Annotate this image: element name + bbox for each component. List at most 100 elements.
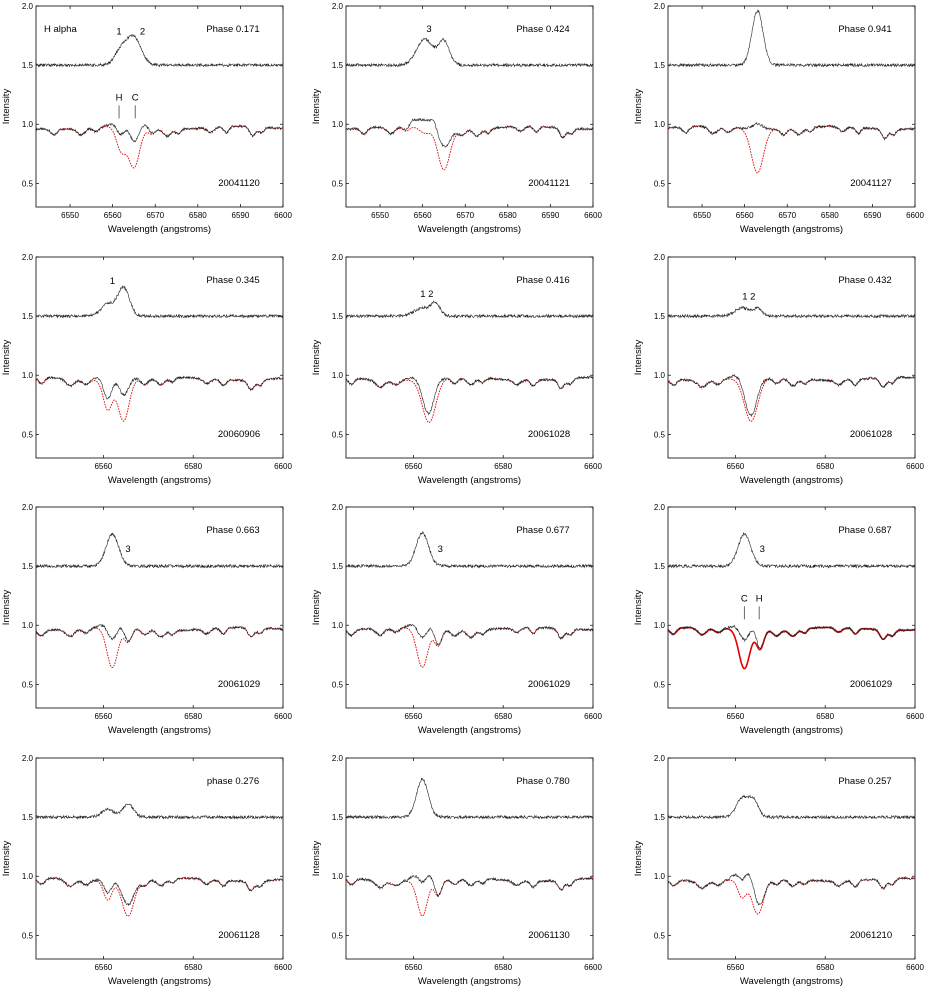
emission-spectrum-line [345, 37, 594, 68]
spectrum-panel: 0.5 1.0 1.5 2.0 6560 6580 6600 Wavelength (angs… [1, 503, 292, 736]
observed-spectrum-line [667, 872, 916, 906]
x-tick-label: 6590 [232, 211, 250, 220]
x-tick-label: 6580 [184, 963, 202, 972]
spectrum-panel: 0.5 1.0 1.5 2.0 6560 6580 6600 Wavelength (angs… [311, 253, 602, 486]
x-axis-label: Wavelength (angstroms) [740, 725, 843, 736]
y-tick-label: 0.5 [22, 680, 34, 689]
observed-spectrum-line [35, 876, 284, 906]
y-tick-label: 0.5 [654, 680, 666, 689]
marker-label: C [132, 93, 139, 104]
y-tick-label: 0.5 [22, 179, 34, 188]
date-label: 20061028 [528, 429, 570, 440]
observed-spectrum-line [667, 624, 916, 649]
x-tick-label: 6580 [816, 963, 834, 972]
observed-spectrum-line [667, 374, 916, 417]
emission-spectrum-line [35, 803, 284, 820]
x-tick-label: 6560 [404, 462, 422, 471]
plot-frame [345, 506, 594, 709]
emission-spectrum-line [667, 794, 916, 820]
x-tick-label: 6600 [584, 211, 602, 220]
y-tick-label: 1.5 [654, 562, 666, 571]
phase-label: Phase 0.257 [838, 776, 891, 787]
x-tick-label: 6580 [816, 712, 834, 721]
y-axis-label: Intensity [311, 89, 322, 125]
plot-frame [35, 757, 284, 960]
marker-label: H [756, 594, 763, 605]
plot-frame [667, 256, 916, 459]
observed-spectrum-line [345, 117, 594, 148]
x-tick-label: 6600 [906, 211, 924, 220]
date-label: 20061029 [528, 679, 570, 690]
line-label: H alpha [44, 24, 77, 35]
x-tick-label: 6600 [906, 712, 924, 721]
spectrum-panel: 0.5 1.0 1.5 2.0 6560 6580 6600 Wavelength (angs… [311, 503, 602, 736]
x-tick-label: 6560 [94, 462, 112, 471]
plot-frame [345, 256, 594, 459]
y-axis-label: Intensity [311, 841, 322, 877]
emission-spectrum-line [667, 531, 916, 569]
x-tick-label: 6580 [184, 712, 202, 721]
x-axis-label: Wavelength (angstroms) [108, 976, 211, 987]
x-tick-label: 6580 [821, 211, 839, 220]
x-tick-label: 6600 [274, 462, 292, 471]
plot-frame [345, 5, 594, 208]
spectrum-panel: 0.5 1.0 1.5 2.0 6560 6580 6600 Wavelength (angs… [311, 754, 602, 987]
observed-spectrum-line [345, 375, 594, 416]
y-tick-label: 1.0 [22, 621, 34, 630]
y-tick-label: 2.0 [654, 253, 666, 262]
model-spectrum-line [345, 126, 593, 171]
x-tick-label: 6580 [494, 462, 512, 471]
x-tick-label: 6550 [61, 211, 79, 220]
y-axis-label: Intensity [311, 340, 322, 376]
plot-frame [667, 506, 916, 709]
phase-label: Phase 0.663 [206, 525, 259, 536]
x-tick-label: 6580 [184, 462, 202, 471]
y-tick-label: 0.5 [654, 430, 666, 439]
model-spectrum-line [35, 626, 284, 669]
emission-spectrum-line [667, 305, 916, 319]
model-spectrum-line [667, 125, 916, 174]
date-label: 20061028 [850, 429, 892, 440]
y-tick-label: 1.0 [654, 621, 666, 630]
y-tick-label: 1.0 [22, 371, 34, 380]
y-tick-label: 1.0 [654, 120, 666, 129]
y-tick-label: 1.5 [332, 562, 344, 571]
y-tick-label: 2.0 [22, 754, 34, 763]
y-tick-label: 1.0 [654, 872, 666, 881]
y-tick-label: 1.0 [332, 872, 344, 881]
x-axis-label: Wavelength (angstroms) [740, 224, 843, 235]
x-tick-label: 6590 [864, 211, 882, 220]
y-tick-label: 1.5 [22, 562, 34, 571]
y-tick-label: 0.5 [22, 430, 34, 439]
date-label: 20041120 [218, 178, 260, 189]
feature-label: 1 2 [420, 289, 433, 300]
phase-label: Phase 0.416 [516, 275, 569, 286]
y-tick-label: 1.0 [332, 371, 344, 380]
y-tick-label: 1.5 [22, 312, 34, 321]
date-label: 20061128 [218, 930, 260, 941]
model-spectrum-line [667, 877, 916, 915]
observed-spectrum-line [35, 624, 284, 643]
y-axis-label: Intensity [633, 841, 644, 877]
x-tick-label: 6600 [906, 462, 924, 471]
x-tick-label: 6560 [404, 963, 422, 972]
y-tick-label: 2.0 [332, 754, 344, 763]
observed-spectrum-line [345, 623, 594, 646]
x-tick-label: 6600 [584, 462, 602, 471]
x-axis-label: Wavelength (angstroms) [108, 725, 211, 736]
y-tick-label: 0.5 [332, 179, 344, 188]
y-axis-label: Intensity [1, 89, 12, 125]
x-tick-label: 6560 [726, 712, 744, 721]
x-tick-label: 6560 [726, 462, 744, 471]
x-tick-label: 6560 [94, 712, 112, 721]
plot-frame [667, 757, 916, 960]
y-tick-label: 2.0 [654, 2, 666, 11]
phase-label: Phase 0.345 [206, 275, 259, 286]
spectrum-panel: 0.5 1.0 1.5 2.0 6550 6560 6570 6580 6590 6600 Wave… [311, 2, 602, 235]
y-tick-label: 2.0 [22, 253, 34, 262]
phase-label: Phase 0.780 [516, 776, 569, 787]
y-tick-label: 1.5 [654, 61, 666, 70]
model-spectrum-line [667, 376, 916, 422]
phase-label: Phase 0.677 [516, 525, 569, 536]
observed-spectrum-line [35, 375, 284, 400]
